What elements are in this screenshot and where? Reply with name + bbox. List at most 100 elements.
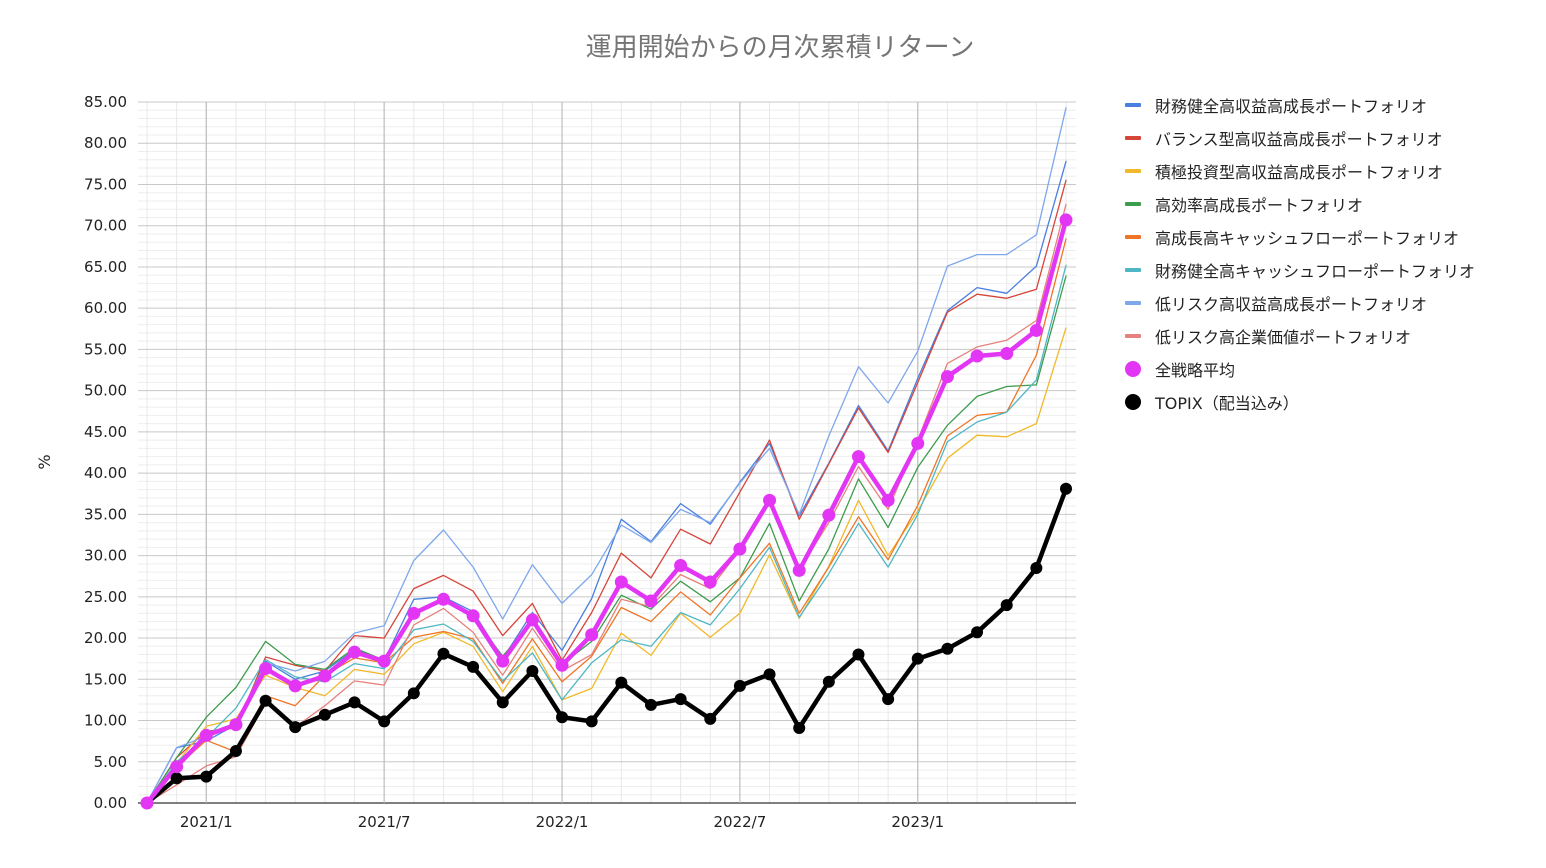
legend-swatch xyxy=(1125,201,1141,206)
data-point-9-14 xyxy=(556,711,569,724)
series-line-3 xyxy=(146,275,1067,804)
data-point-9-9 xyxy=(407,687,420,700)
series-line-7 xyxy=(146,203,1067,804)
data-point-9-15 xyxy=(585,715,598,728)
data-point-8-30 xyxy=(1029,323,1043,337)
legend-swatch xyxy=(1125,393,1141,410)
data-point-8-28 xyxy=(970,349,984,363)
data-point-8-19 xyxy=(703,575,717,589)
legend-swatch xyxy=(1125,168,1141,173)
data-point-9-16 xyxy=(615,676,628,689)
data-point-8-9 xyxy=(407,606,421,620)
legend-swatch xyxy=(1125,333,1141,338)
data-point-8-21 xyxy=(763,493,777,507)
y-tick-label: 30.00 xyxy=(84,547,127,565)
series-lines xyxy=(144,107,1069,806)
legend-label: 高成長高キャッシュフローポートフォリオ xyxy=(1155,228,1460,248)
data-point-8-31 xyxy=(1059,213,1073,227)
data-point-9-27 xyxy=(941,642,954,655)
series-line-1 xyxy=(146,179,1067,804)
data-point-9-3 xyxy=(229,745,242,758)
chart-title: 運用開始からの月次累積リターン xyxy=(586,33,975,63)
data-point-9-10 xyxy=(437,647,450,660)
data-point-9-24 xyxy=(852,648,865,661)
legend-swatch xyxy=(1125,234,1141,239)
data-point-9-7 xyxy=(348,696,361,709)
data-point-9-20 xyxy=(733,679,746,692)
data-point-9-8 xyxy=(378,715,391,728)
legend-item: 低リスク高企業価値ポートフォリオ xyxy=(1125,319,1475,352)
legend-swatch xyxy=(1125,300,1141,305)
legend-label: 全戦略平均 xyxy=(1155,360,1236,380)
legend-label: 低リスク高収益高成長ポートフォリオ xyxy=(1155,294,1428,314)
data-point-8-2 xyxy=(199,728,213,742)
y-axis-label: % xyxy=(35,454,54,469)
legend-label: 積極投資型高収益高成長ポートフォリオ xyxy=(1155,162,1444,182)
data-point-9-23 xyxy=(822,675,835,688)
legend-item: 低リスク高収益高成長ポートフォリオ xyxy=(1125,286,1475,319)
data-point-9-26 xyxy=(911,652,924,665)
data-point-8-22 xyxy=(792,563,806,577)
data-point-9-30 xyxy=(1030,561,1043,574)
data-point-9-1 xyxy=(170,772,183,785)
gridlines xyxy=(138,101,1076,804)
legend-swatch xyxy=(1125,267,1141,272)
legend-swatch xyxy=(1125,360,1141,377)
legend-label: 財務健全高収益高成長ポートフォリオ xyxy=(1155,96,1428,116)
legend-item: TOPIX（配当込み） xyxy=(1125,385,1475,418)
data-point-9-6 xyxy=(318,708,331,721)
data-point-9-22 xyxy=(793,721,806,734)
legend-item: バランス型高収益高成長ポートフォリオ xyxy=(1125,121,1475,154)
data-point-8-18 xyxy=(674,558,688,572)
y-tick-label: 80.00 xyxy=(84,134,127,152)
y-tick-label: 40.00 xyxy=(84,464,127,482)
data-point-9-4 xyxy=(259,694,272,707)
data-point-8-8 xyxy=(377,654,391,668)
legend-swatch xyxy=(1125,102,1141,107)
series-line-4 xyxy=(146,238,1067,804)
data-point-9-19 xyxy=(704,712,717,725)
data-point-8-4 xyxy=(259,662,273,676)
data-point-8-23 xyxy=(822,508,836,522)
x-tick-label: 2021/1 xyxy=(180,813,233,831)
y-tick-label: 35.00 xyxy=(84,505,127,523)
data-point-8-16 xyxy=(614,575,628,589)
legend-label: 高効率高成長ポートフォリオ xyxy=(1155,195,1364,215)
data-point-8-15 xyxy=(585,628,599,642)
legend-item: 高成長高キャッシュフローポートフォリオ xyxy=(1125,220,1475,253)
data-point-8-0 xyxy=(140,796,154,810)
y-tick-label: 50.00 xyxy=(84,382,127,400)
data-point-8-26 xyxy=(911,436,925,450)
data-point-8-27 xyxy=(940,370,954,384)
y-tick-label: 65.00 xyxy=(84,258,127,276)
legend-label: バランス型高収益高成長ポートフォリオ xyxy=(1155,129,1443,149)
data-point-9-25 xyxy=(882,693,895,706)
x-tick-label: 2021/7 xyxy=(358,813,411,831)
data-point-8-10 xyxy=(436,592,450,606)
legend-item: 積極投資型高収益高成長ポートフォリオ xyxy=(1125,154,1475,187)
data-point-9-28 xyxy=(971,626,984,639)
series-line-6 xyxy=(146,107,1067,804)
x-tick-label: 2023/1 xyxy=(891,813,944,831)
data-point-9-12 xyxy=(496,696,509,709)
data-point-8-11 xyxy=(466,609,480,623)
legend-swatch xyxy=(1125,135,1141,140)
series-markers xyxy=(140,213,1073,810)
data-point-8-24 xyxy=(851,450,865,464)
y-tick-label: 55.00 xyxy=(84,340,127,358)
y-tick-label: 25.00 xyxy=(84,588,127,606)
legend-item: 全戦略平均 xyxy=(1125,352,1475,385)
data-point-8-1 xyxy=(170,760,184,774)
y-tick-label: 70.00 xyxy=(84,217,127,235)
data-point-8-12 xyxy=(496,654,510,668)
y-tick-label: 60.00 xyxy=(84,299,127,317)
data-point-8-7 xyxy=(348,645,362,659)
data-point-8-6 xyxy=(318,669,332,683)
data-point-8-25 xyxy=(881,493,895,507)
data-point-8-3 xyxy=(229,718,243,732)
series-line-5 xyxy=(146,264,1067,804)
legend-item: 高効率高成長ポートフォリオ xyxy=(1125,187,1475,220)
data-point-9-21 xyxy=(763,668,776,681)
data-point-8-20 xyxy=(733,542,747,556)
